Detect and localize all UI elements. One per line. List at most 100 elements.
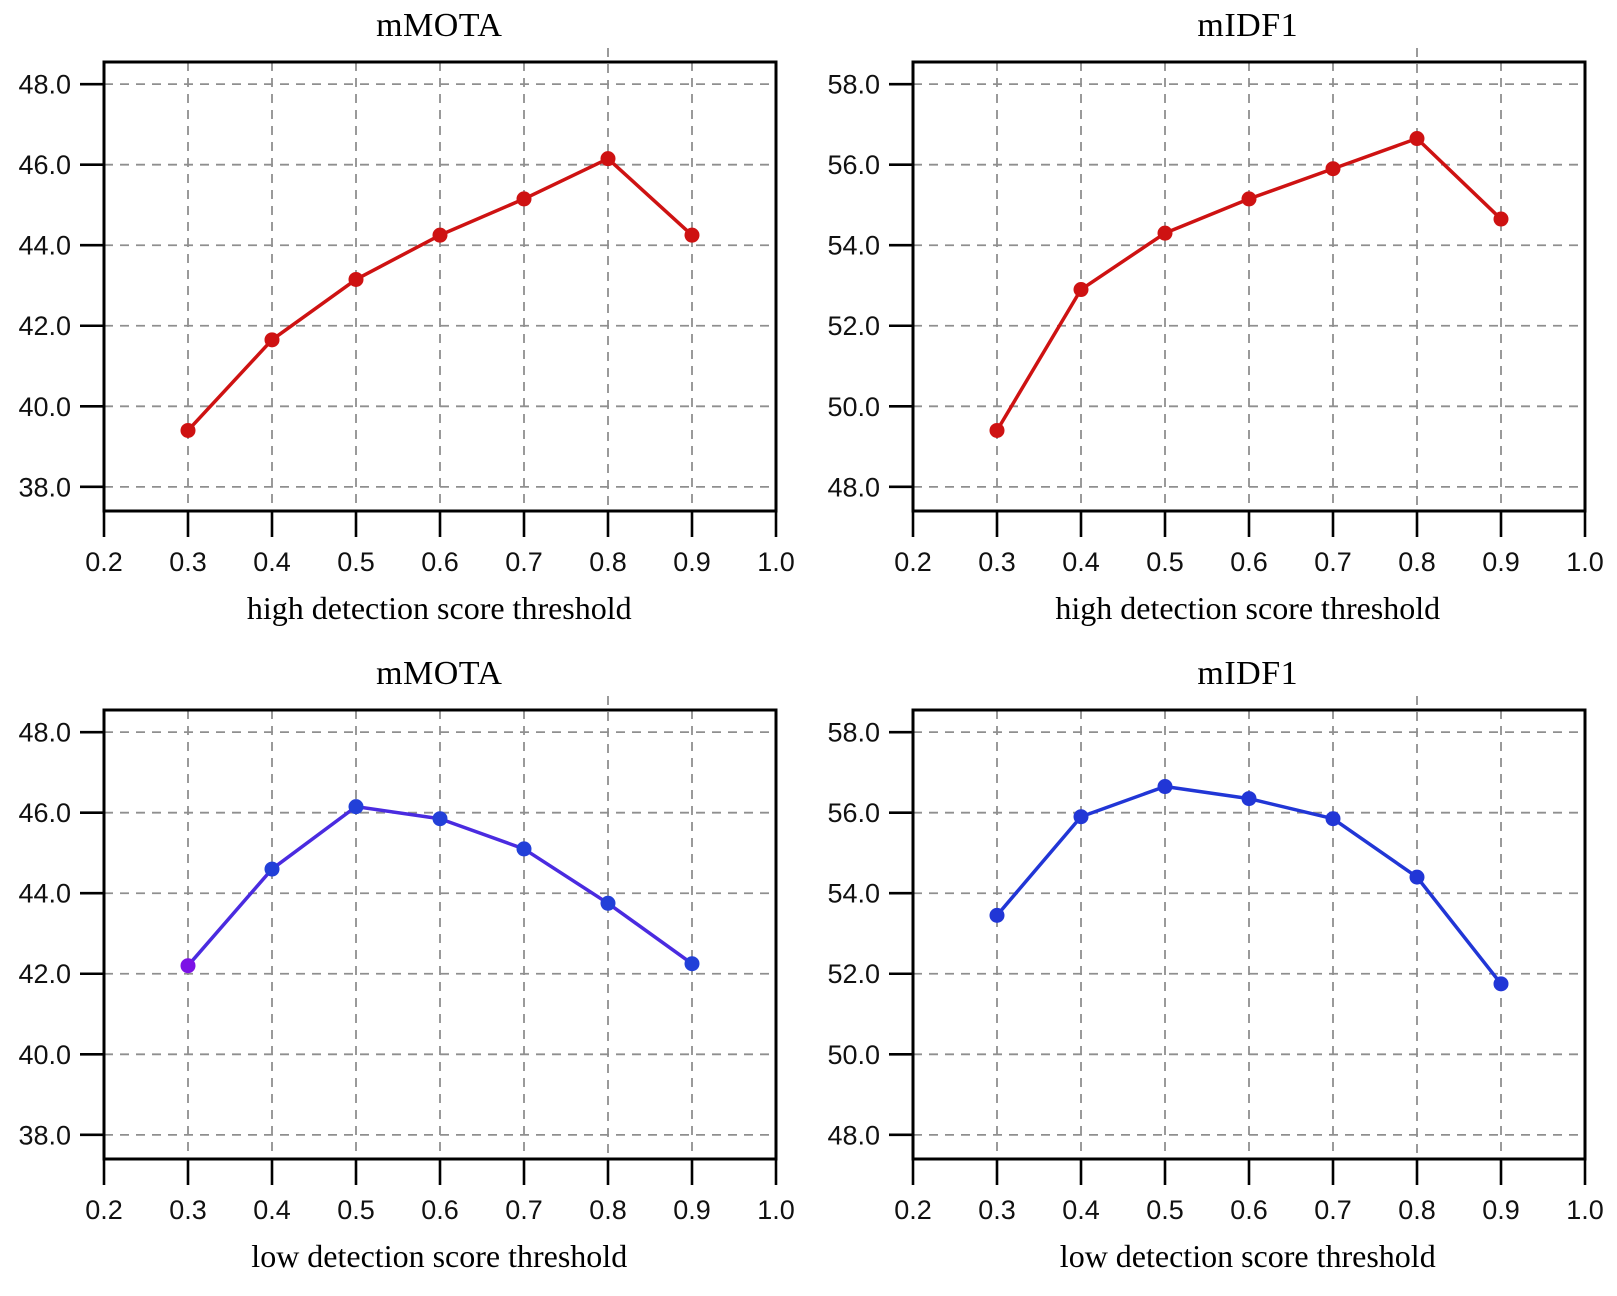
y-tick-label: 38.0 [19, 472, 72, 502]
x-tick-label: 1.0 [1566, 1195, 1603, 1225]
data-point [264, 332, 280, 348]
data-point [1325, 811, 1341, 827]
x-tick-label: 0.7 [505, 547, 543, 577]
y-tick-label: 56.0 [827, 798, 880, 828]
x-tick-label: 0.6 [1230, 1195, 1268, 1225]
y-tick-label: 48.0 [827, 1120, 880, 1150]
axis-frame [911, 60, 1587, 513]
data-point [1241, 191, 1257, 207]
chart-xlabel: low detection score threshold [251, 1238, 628, 1274]
data-point [600, 895, 616, 911]
chart-canvas-mmota-low: 38.0 40.0 42.0 44.0 46.0 48.0 0.2 0.3 0.4 0.5 0.6 0… [19, 696, 794, 1225]
y-tick-label: 48.0 [19, 70, 72, 100]
x-tick-label: 0.8 [1398, 1195, 1436, 1225]
x-tick-label: 1.0 [757, 547, 794, 577]
axis-frame [911, 708, 1587, 1161]
data-point [348, 271, 364, 287]
chart-xlabel: high detection score threshold [1055, 590, 1441, 626]
data-point [516, 191, 532, 207]
x-tick-label: 1.0 [757, 1195, 794, 1225]
x-tick-label: 0.8 [589, 547, 627, 577]
data-point [180, 422, 196, 438]
data-point [1073, 809, 1089, 825]
data-point [1157, 225, 1173, 241]
y-tick-label: 40.0 [19, 392, 72, 422]
x-tick-label: 0.4 [253, 1195, 291, 1225]
x-tick-label: 0.8 [1398, 547, 1436, 577]
chart-canvas-midf1-high: 48.0 50.0 52.0 54.0 56.0 58.0 0.2 0.3 0.4 0.5 0.6 0… [827, 48, 1603, 577]
x-tick-label: 0.9 [673, 1195, 711, 1225]
chart-mmota-low-threshold: mMOTA 38.0 40.0 42.0 44.0 46.0 48.0 0.2 0.3 0.4 0… [0, 648, 809, 1296]
x-tick-label: 0.5 [337, 547, 375, 577]
chart-xlabel: low detection score threshold [1059, 1238, 1436, 1274]
x-tick-label: 0.5 [1146, 547, 1184, 577]
data-point [1073, 282, 1089, 298]
x-tick-label: 0.3 [169, 547, 207, 577]
x-tick-label: 0.9 [1482, 547, 1520, 577]
chart-title: mIDF1 [1197, 7, 1299, 44]
data-point [684, 227, 700, 243]
data-point [989, 422, 1005, 438]
chart-midf1-low-threshold: mIDF1 48.0 50.0 52.0 54.0 56.0 58.0 0.2 0.3 0.4 0… [809, 648, 1617, 1296]
x-tick-label: 1.0 [1566, 547, 1603, 577]
x-tick-label: 0.5 [1146, 1195, 1184, 1225]
x-tick-label: 0.3 [978, 1195, 1016, 1225]
data-point [989, 907, 1005, 923]
y-tick-label: 46.0 [19, 150, 72, 180]
x-tick-label: 0.6 [421, 547, 459, 577]
chart-title: mIDF1 [1197, 655, 1299, 692]
chart-canvas-mmota-high: 38.0 40.0 42.0 44.0 46.0 48.0 0.2 0.3 0.4 0.5 0.6 0… [19, 48, 794, 577]
y-tick-label: 54.0 [827, 879, 880, 909]
chart-title: mMOTA [376, 655, 503, 692]
x-tick-label: 0.3 [978, 547, 1016, 577]
x-tick-label: 0.9 [1482, 1195, 1520, 1225]
data-point [1241, 791, 1257, 807]
data-point [1493, 976, 1509, 992]
data-point [1157, 779, 1173, 795]
chart-mmota-high-threshold: mMOTA 38.0 40.0 42.0 44.0 46.0 48.0 0.2 0.3 0.4 0… [0, 0, 809, 648]
y-tick-label: 58.0 [827, 70, 880, 100]
data-point [264, 861, 280, 877]
x-tick-label: 0.6 [1230, 547, 1268, 577]
data-point [516, 841, 532, 857]
y-tick-label: 52.0 [827, 311, 880, 341]
chart-xlabel: high detection score threshold [246, 590, 632, 626]
data-point [432, 227, 448, 243]
chart-title: mMOTA [376, 7, 503, 44]
y-tick-label: 52.0 [827, 959, 880, 989]
x-tick-label: 0.3 [169, 1195, 207, 1225]
chart-midf1-high-threshold: mIDF1 48.0 50.0 52.0 54.0 56.0 58.0 0.2 0.3 0.4 0… [809, 0, 1617, 648]
x-tick-label: 0.2 [894, 1195, 932, 1225]
x-tick-label: 0.2 [894, 547, 932, 577]
y-tick-label: 58.0 [827, 718, 880, 748]
y-tick-label: 44.0 [19, 231, 72, 261]
x-tick-label: 0.6 [421, 1195, 459, 1225]
x-tick-label: 0.7 [1314, 1195, 1352, 1225]
data-point [600, 151, 616, 167]
data-point [1325, 161, 1341, 177]
x-tick-label: 0.7 [505, 1195, 543, 1225]
chart-canvas-midf1-low: 48.0 50.0 52.0 54.0 56.0 58.0 0.2 0.3 0.4 0.5 0.6 0… [827, 696, 1603, 1225]
y-tick-label: 44.0 [19, 879, 72, 909]
y-tick-label: 42.0 [19, 311, 72, 341]
x-tick-label: 0.9 [673, 547, 711, 577]
data-point [1409, 131, 1425, 147]
y-tick-label: 50.0 [827, 1040, 880, 1070]
y-tick-label: 42.0 [19, 959, 72, 989]
y-tick-label: 50.0 [827, 392, 880, 422]
y-tick-label: 46.0 [19, 798, 72, 828]
x-tick-label: 0.4 [253, 547, 291, 577]
y-tick-label: 40.0 [19, 1040, 72, 1070]
x-tick-label: 0.4 [1062, 547, 1100, 577]
y-tick-label: 54.0 [827, 231, 880, 261]
x-tick-label: 0.2 [85, 547, 123, 577]
axis-frame [102, 708, 778, 1161]
x-tick-label: 0.2 [85, 1195, 123, 1225]
data-point [1493, 211, 1509, 227]
data-point [348, 799, 364, 815]
data-point [684, 956, 700, 972]
x-tick-label: 0.8 [589, 1195, 627, 1225]
x-tick-label: 0.4 [1062, 1195, 1100, 1225]
y-tick-label: 48.0 [19, 718, 72, 748]
